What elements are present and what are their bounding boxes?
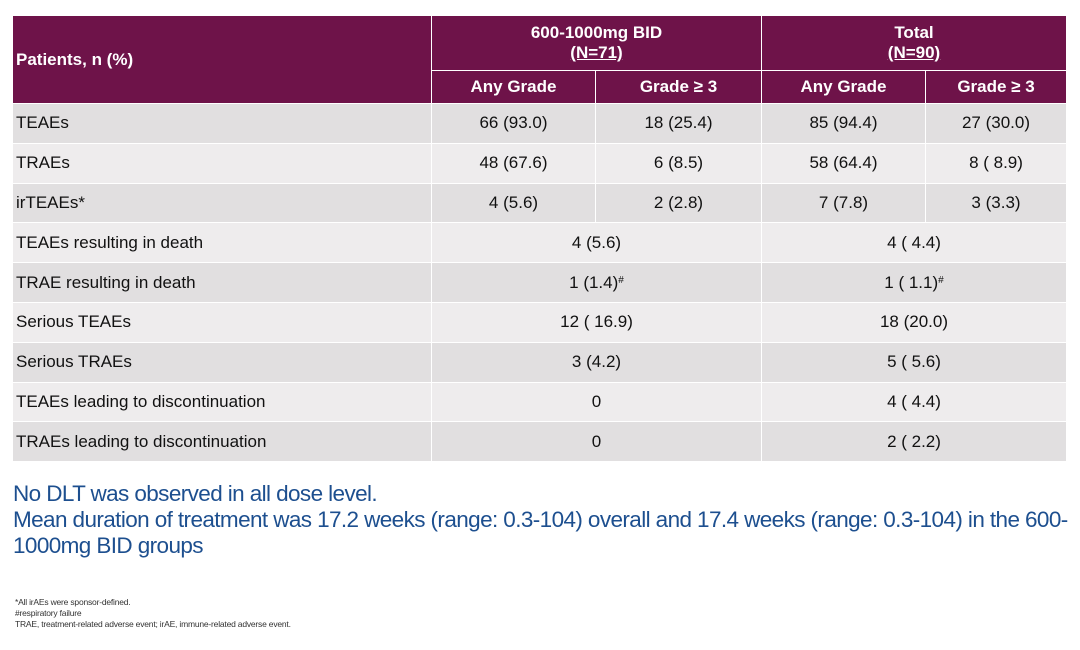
group-title: 600-1000mg BID (530, 23, 663, 42)
table-cell: 7 (7.8) (761, 182, 926, 224)
table-cell: 66 (93.0) (431, 103, 596, 144)
table-cell: 58 (64.4) (761, 142, 926, 184)
table-cell: 4 (5.6) (431, 182, 596, 224)
table-cell: 27 (30.0) (925, 103, 1067, 144)
merged-cell: 18 (20.0) (761, 301, 1067, 343)
row-label: TRAE resulting in death (12, 262, 432, 303)
merged-cell: 4 ( 4.4) (761, 222, 1067, 264)
table-row: irTEAEs* 4 (5.6) 2 (2.8) 7 (7.8) 3 (3.3) (12, 182, 1067, 224)
table-cell: 3 (3.3) (925, 182, 1067, 224)
summary-line-duration: Mean duration of treatment was 17.2 week… (13, 507, 1068, 558)
merged-cell: 0 (431, 421, 762, 463)
group-n: (N=71) (570, 43, 623, 62)
row-label: irTEAEs* (12, 182, 432, 224)
row-label: Serious TRAEs (12, 341, 432, 383)
merged-cell: 3 (4.2) (431, 341, 762, 383)
merged-cell: 4 (5.6) (431, 222, 762, 264)
table-row: TRAE resulting in death 1 (1.4)# 1 ( 1.1… (12, 262, 1067, 303)
group-n: (N=90) (887, 43, 941, 62)
footnote-marker: # (938, 274, 944, 286)
group-title: Total (894, 23, 934, 42)
adverse-events-table: Patients, n (%) 600-1000mg BID (N=71) To… (12, 15, 1067, 463)
table-cell: 18 (25.4) (595, 103, 762, 144)
table-row: TRAEs 48 (67.6) 6 (8.5) 58 (64.4) 8 ( 8.… (12, 142, 1067, 184)
row-label: TEAEs leading to discontinuation (12, 381, 432, 423)
footnote: *All irAEs were sponsor-defined. (15, 597, 131, 607)
summary-text: No DLT was observed in all dose level. M… (13, 481, 1073, 559)
row-label: Serious TEAEs (12, 301, 432, 343)
subheader-grade-3: Grade ≥ 3 (595, 70, 762, 104)
subheader-any-grade: Any Grade (761, 70, 926, 104)
table-row: TEAEs leading to discontinuation 0 4 ( 4… (12, 381, 1067, 423)
footnote: TRAE, treatment-related adverse event; i… (15, 619, 291, 629)
cell-value: 1 ( 1.1) (884, 272, 939, 292)
table-row: Serious TEAEs 12 ( 16.9) 18 (20.0) (12, 301, 1067, 343)
row-label: TEAEs (12, 103, 432, 144)
merged-cell: 1 ( 1.1)# (761, 262, 1067, 303)
table-cell: 6 (8.5) (595, 142, 762, 184)
table-cell: 8 ( 8.9) (925, 142, 1067, 184)
table-row: TEAEs 66 (93.0) 18 (25.4) 85 (94.4) 27 (… (12, 103, 1067, 144)
row-label: TRAEs (12, 142, 432, 184)
subheader-grade-3: Grade ≥ 3 (925, 70, 1067, 104)
group-header-total: Total (N=90) (761, 15, 1067, 71)
footnote-marker: # (618, 274, 624, 286)
footnotes: *All irAEs were sponsor-defined. #respir… (15, 597, 291, 630)
row-label: TRAEs leading to discontinuation (12, 421, 432, 463)
patients-header: Patients, n (%) (12, 15, 432, 104)
table-cell: 48 (67.6) (431, 142, 596, 184)
table-cell: 2 (2.8) (595, 182, 762, 224)
table-cell: 85 (94.4) (761, 103, 926, 144)
header-row-groups: Patients, n (%) 600-1000mg BID (N=71) To… (12, 15, 1067, 104)
merged-cell: 4 ( 4.4) (761, 381, 1067, 423)
summary-line-dlt: No DLT was observed in all dose level. (13, 481, 378, 506)
table-row: TEAEs resulting in death 4 (5.6) 4 ( 4.4… (12, 222, 1067, 264)
merged-cell: 2 ( 2.2) (761, 421, 1067, 463)
merged-cell: 12 ( 16.9) (431, 301, 762, 343)
merged-cell: 0 (431, 381, 762, 423)
subheader-any-grade: Any Grade (431, 70, 596, 104)
group-header-600-1000mg: 600-1000mg BID (N=71) (431, 15, 762, 71)
row-label: TEAEs resulting in death (12, 222, 432, 264)
merged-cell: 5 ( 5.6) (761, 341, 1067, 383)
header-row-grades: Any Grade Grade ≥ 3 Any Grade Grade ≥ 3 (12, 70, 1067, 104)
merged-cell: 1 (1.4)# (431, 262, 762, 303)
table-row: Serious TRAEs 3 (4.2) 5 ( 5.6) (12, 341, 1067, 383)
cell-value: 1 (1.4) (569, 272, 619, 292)
footnote: #respiratory failure (15, 608, 82, 618)
table-row: TRAEs leading to discontinuation 0 2 ( 2… (12, 421, 1067, 463)
